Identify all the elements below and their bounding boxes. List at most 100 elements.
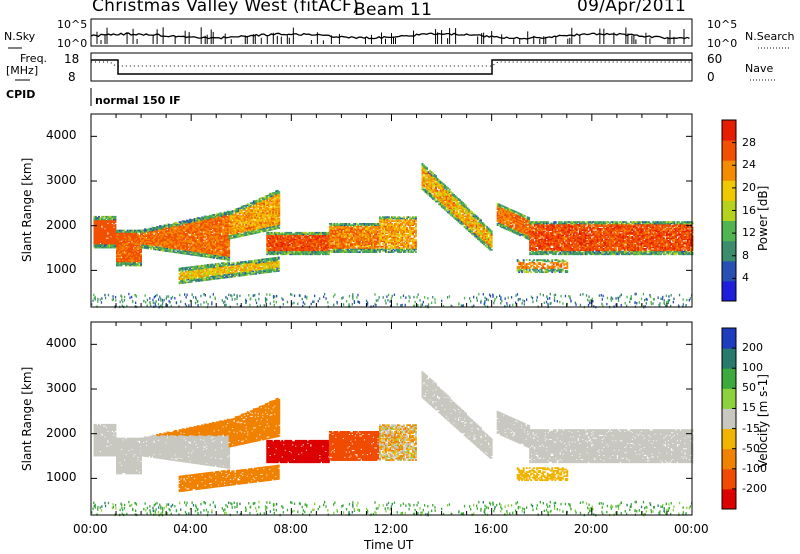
power-cell <box>111 217 114 219</box>
power-cell <box>120 232 123 235</box>
power-cell <box>234 213 237 216</box>
power-cell <box>180 245 182 248</box>
power-cell <box>270 269 273 272</box>
power-cell <box>192 225 195 228</box>
power-cell <box>204 219 207 222</box>
power-cell <box>123 244 126 247</box>
power-cell <box>110 222 112 225</box>
power-cell <box>183 225 186 228</box>
power-cell <box>190 228 193 231</box>
power-cell <box>278 237 281 240</box>
power-cell <box>248 205 251 208</box>
power-cell <box>199 249 202 252</box>
power-cell <box>281 233 284 236</box>
power-cell <box>255 262 258 264</box>
power-cell <box>330 229 333 232</box>
power-cell <box>125 249 127 252</box>
power-cell <box>177 238 179 241</box>
power-cell <box>156 238 158 240</box>
power-cell <box>362 249 364 252</box>
power-cell <box>326 244 329 246</box>
power-cell <box>181 233 184 236</box>
power-cell <box>166 227 169 230</box>
power-cell <box>208 263 211 266</box>
power-cell <box>231 263 234 266</box>
power-cell <box>129 256 132 259</box>
power-cell <box>265 263 268 266</box>
power-cell <box>210 270 213 273</box>
power-cell <box>201 243 204 245</box>
power-cell <box>320 245 323 248</box>
power-cell <box>337 229 340 232</box>
power-cell <box>262 261 265 263</box>
power-cell <box>123 241 126 244</box>
power-cell <box>226 252 229 254</box>
power-cell <box>208 221 211 224</box>
power-cell <box>190 233 193 236</box>
power-cell <box>231 231 234 234</box>
power-cell <box>199 279 202 282</box>
power-cell <box>297 240 300 242</box>
power-cell <box>260 224 263 227</box>
power-cell <box>281 250 284 253</box>
power-cell <box>101 223 103 226</box>
power-cell <box>132 231 135 233</box>
power-cell <box>303 253 306 256</box>
power-cell <box>99 222 102 225</box>
power-cell <box>99 231 102 234</box>
power-cell <box>186 270 189 273</box>
power-cell <box>178 246 181 249</box>
power-cell <box>105 222 108 225</box>
power-cell <box>317 231 320 234</box>
power-cell <box>273 226 276 229</box>
power-cell <box>157 230 160 233</box>
power-cell <box>264 223 267 226</box>
power-cell <box>331 229 334 232</box>
power-cell <box>251 220 254 223</box>
power-cell <box>240 221 243 224</box>
power-cell <box>277 260 280 263</box>
power-cell <box>270 244 273 246</box>
power-cell <box>192 267 195 270</box>
power-cell <box>285 246 288 249</box>
power-cell <box>128 251 130 253</box>
power-cell <box>271 260 274 262</box>
power-cell <box>320 236 323 238</box>
power-cell <box>211 219 214 221</box>
power-cell <box>114 240 117 242</box>
power-cell <box>162 240 164 243</box>
power-cell <box>171 226 173 229</box>
power-cell <box>343 249 346 252</box>
power-cell <box>189 236 192 238</box>
power-cell <box>311 248 314 250</box>
power-cell <box>135 256 138 259</box>
nsearch-tick-top: 10^5 <box>707 18 738 31</box>
power-cell <box>159 233 161 235</box>
power-cell <box>275 241 278 244</box>
power-cell <box>111 227 114 230</box>
power-cell <box>302 241 305 244</box>
power-cell <box>300 245 303 248</box>
power-cell <box>284 233 287 236</box>
power-cell <box>126 247 129 249</box>
power-cell <box>243 262 246 265</box>
power-cell <box>235 264 238 267</box>
power-cell <box>239 232 242 235</box>
power-cell <box>275 223 278 226</box>
power-cell <box>237 227 240 230</box>
power-cell <box>239 234 242 236</box>
power-cell <box>138 248 141 251</box>
power-cell <box>190 241 193 244</box>
power-cell <box>205 264 208 267</box>
power-cell <box>134 260 136 263</box>
power-cell <box>246 204 249 207</box>
power-cell <box>168 226 170 229</box>
power-cell <box>201 279 204 282</box>
power-cell <box>199 224 202 226</box>
power-cell <box>134 237 136 240</box>
power-cell <box>314 249 317 252</box>
power-cell <box>231 223 234 226</box>
power-cell <box>107 236 109 238</box>
power-cell <box>362 239 364 241</box>
power-cell <box>220 265 223 267</box>
